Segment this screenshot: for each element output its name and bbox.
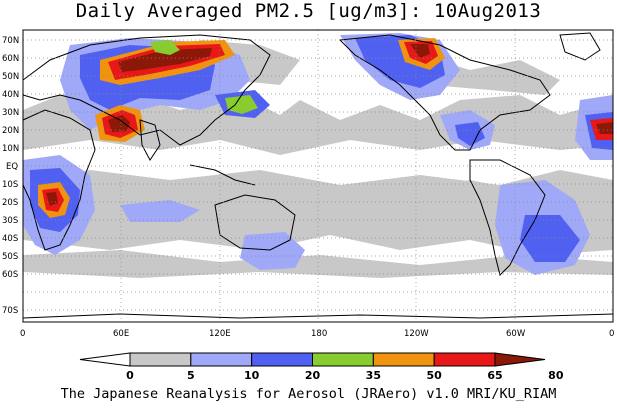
lon-label: 180 [311,329,327,339]
lat-label: 70S [2,306,18,316]
lat-label: 20S [2,198,18,208]
lat-label: 40N [2,90,19,100]
colorbar-swatch [372,352,435,367]
lat-label: 50N [2,72,19,82]
lon-label: 60E [113,329,129,339]
lon-label: 0 [609,329,614,339]
colorbar-swatch [433,352,496,367]
colorbar-swatch [190,352,253,367]
colorbar-tick-label: 80 [548,369,564,382]
lat-label: 20N [2,126,19,136]
lat-label: EQ [6,162,18,172]
map-title: Daily Averaged PM2.5 [ug/m3]: 10Aug2013 [75,0,542,22]
colorbar-swatch [312,352,374,367]
colorbar-min-arrow [79,352,131,367]
colorbar-tick-label: 50 [427,369,443,382]
lat-label: 40S [2,234,18,244]
graticule [23,30,613,322]
lat-label: 30S [2,216,18,226]
colorbar-tick-label: 35 [366,369,381,382]
lat-label: 10S [2,180,18,190]
lat-label: 60N [2,54,19,64]
lat-label: 30N [2,108,19,118]
lat-label: 50S [2,252,18,262]
lat-label: 60S [2,270,18,280]
colorbar-tick-label: 10 [244,369,260,382]
colorbar-tick-label: 5 [187,369,195,382]
lon-label: 60W [506,329,526,339]
colorbar-tick-label: 20 [305,369,321,382]
pm25-field [23,33,613,278]
map-frame [22,29,614,323]
lon-axis: 0 60E 120E 180 120W 60W 0 [20,329,614,339]
colorbar-max-arrow [494,352,546,367]
lon-label: 120W [404,329,429,339]
colorbar-tick-label: 65 [487,369,502,382]
colorbar: 0 5 10 20 35 50 65 80 [79,352,564,382]
colorbar-swatch [129,352,192,367]
footer-credit: The Japanese Reanalysis for Aerosol (JRA… [60,386,557,402]
colorbar-swatch [251,352,314,367]
lon-label: 0 [20,329,25,339]
coastlines [22,32,614,319]
colorbar-tick-label: 0 [126,369,134,382]
lat-label: 70N [2,36,19,46]
lon-label: 120E [209,329,231,339]
lat-axis: 70N 60N 50N 40N 30N 20N 10N EQ 10S 20S 3… [2,36,19,316]
lat-label: 10N [2,144,19,154]
